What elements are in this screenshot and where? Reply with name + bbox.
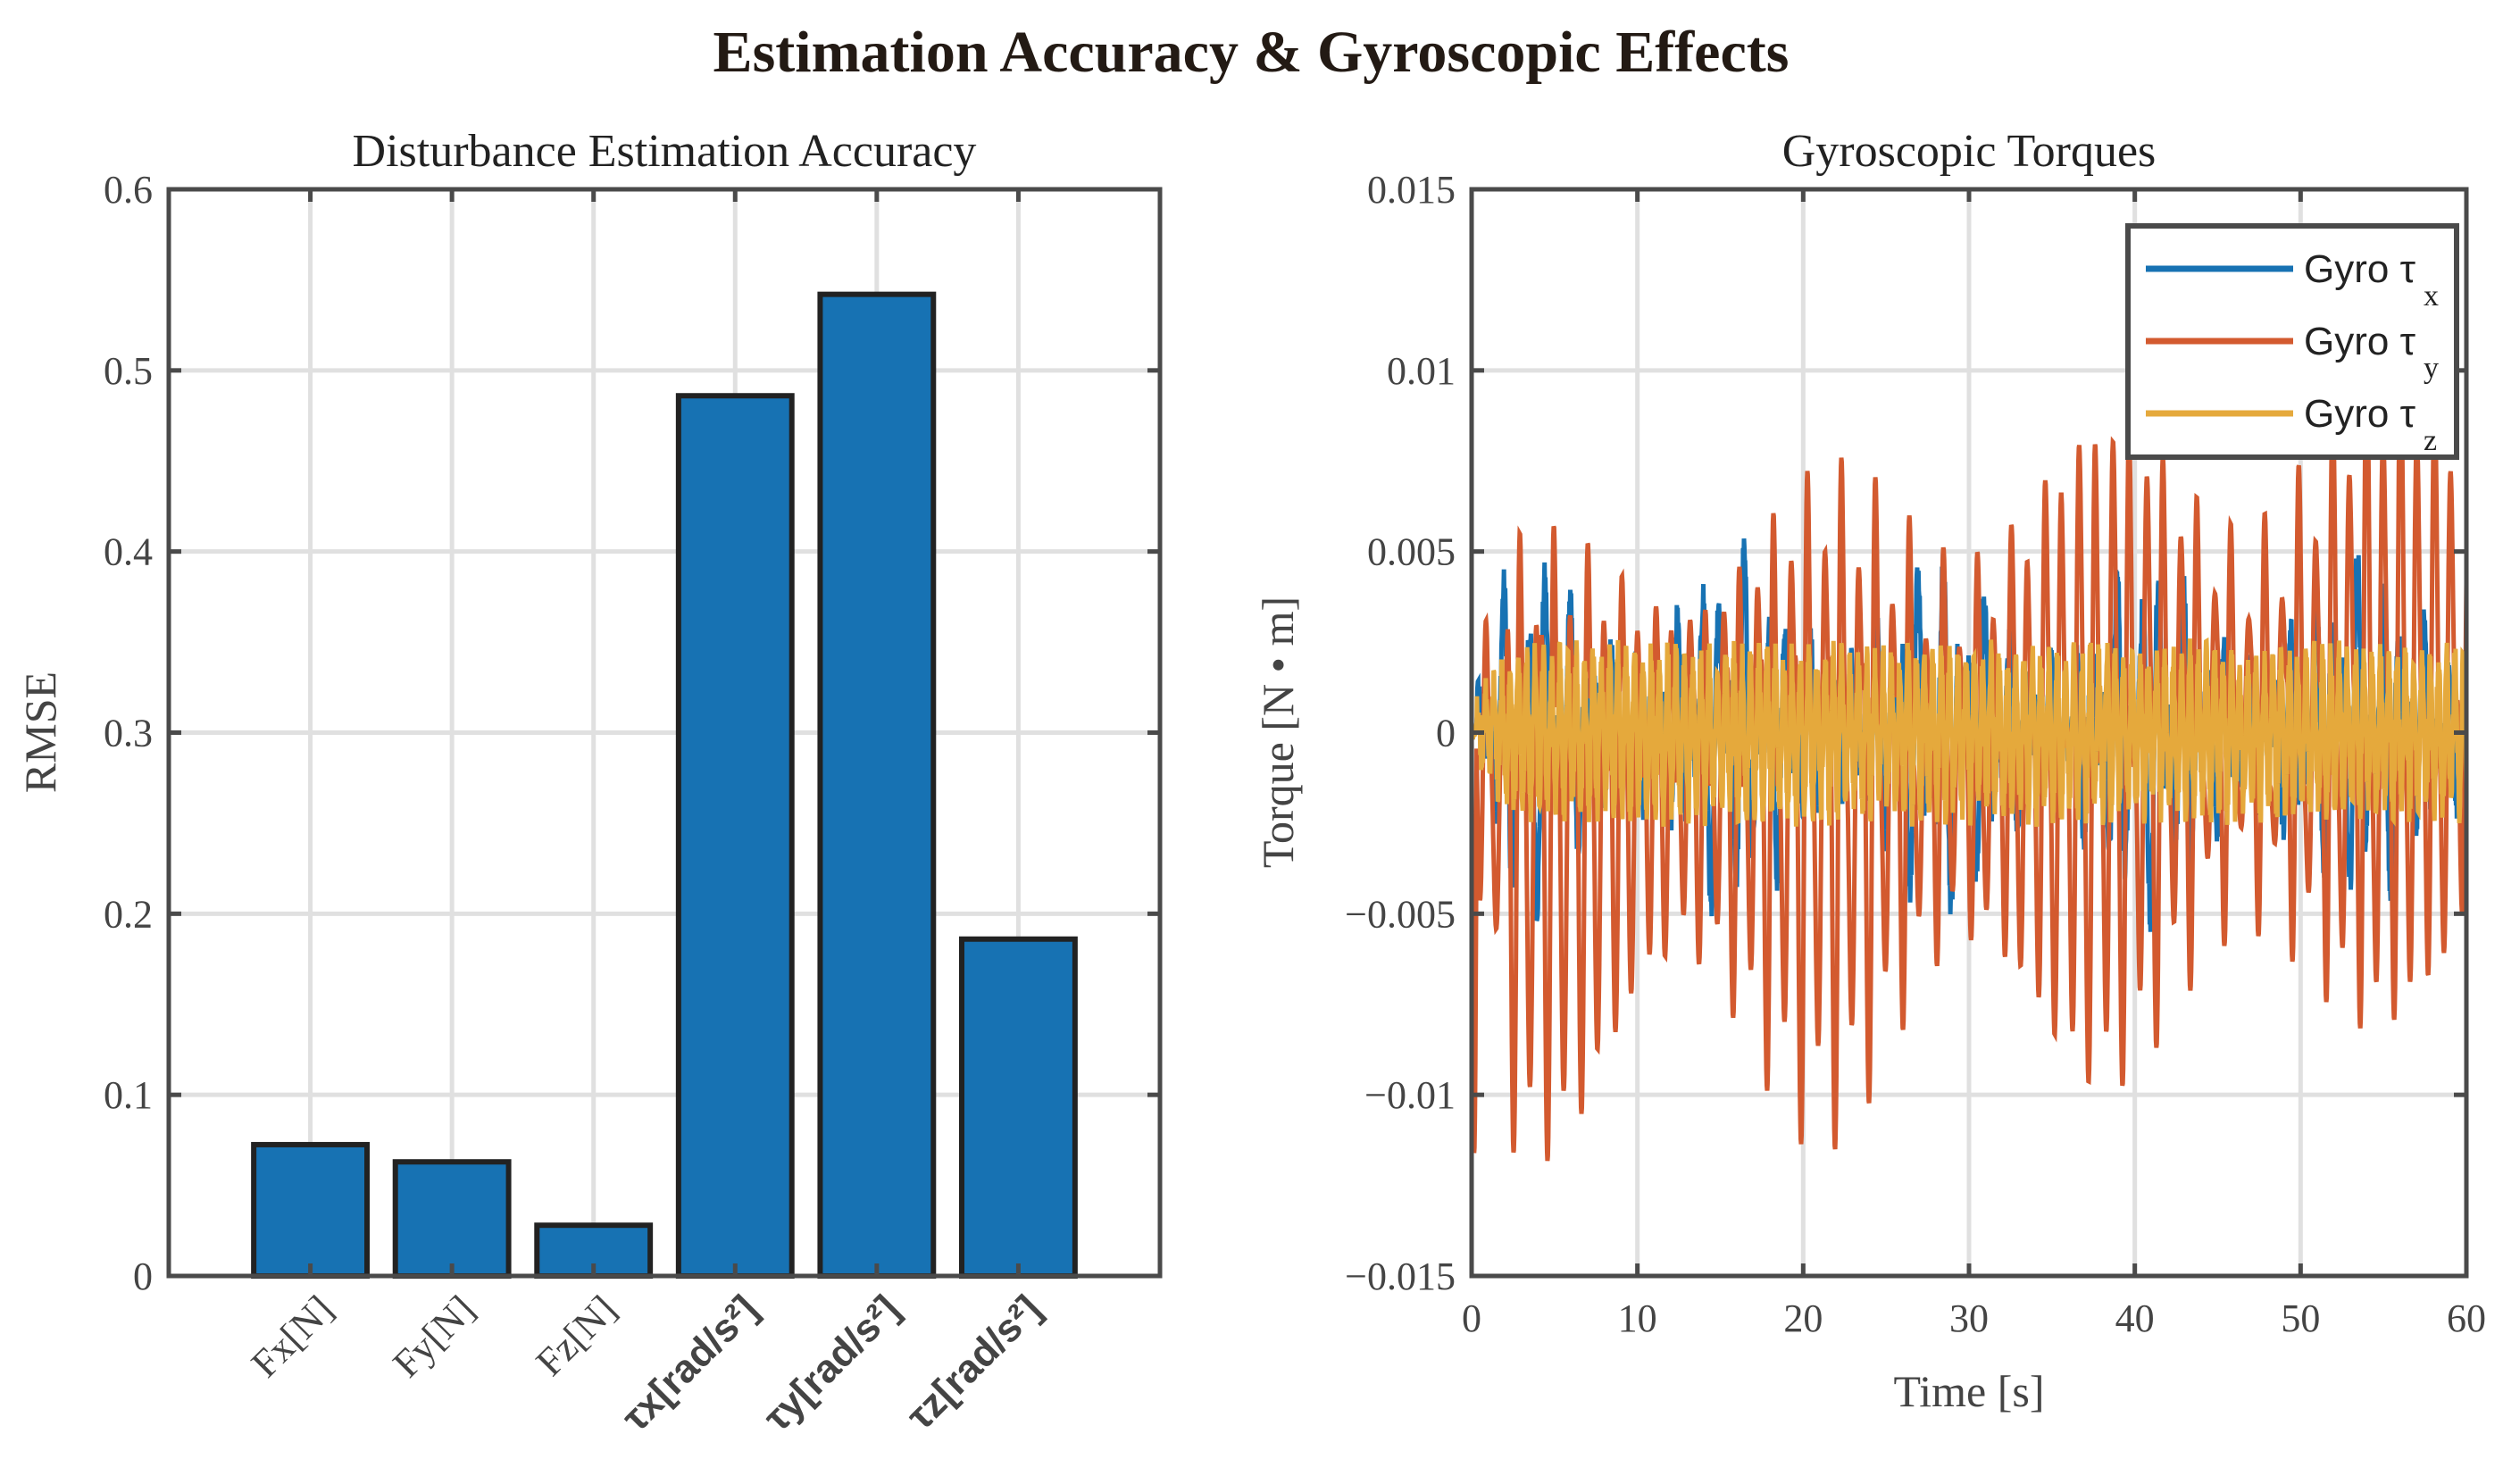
x-tick-label: 50 — [2281, 1296, 2320, 1340]
y-tick-label: −0.005 — [1345, 892, 1456, 936]
bar — [675, 393, 795, 1280]
series-line-z — [1472, 637, 2466, 827]
x-tick-label: 20 — [1783, 1296, 1823, 1340]
legend-subscript-y: y — [2424, 352, 2439, 385]
bar — [959, 936, 1078, 1279]
bar — [817, 291, 937, 1280]
series-line-y — [1472, 349, 2466, 1162]
line-chart-title: Gyroscopic Torques — [1782, 126, 2157, 177]
x-tick-label: 40 — [2115, 1296, 2155, 1340]
x-tick-label: 60 — [2447, 1296, 2486, 1340]
y-tick-label: 0.5 — [104, 349, 153, 393]
y-tick-label: 0.01 — [1387, 349, 1456, 393]
legend-label-z: Gyro τ — [2304, 392, 2416, 436]
y-tick-label: −0.015 — [1345, 1255, 1456, 1298]
x-tick-label: 30 — [1949, 1296, 1989, 1340]
x-tick-label: Fy[N] — [385, 1287, 484, 1386]
figure-title: Estimation Accuracy & Gyroscopic Effects — [713, 20, 1790, 85]
y-tick-label: 0.3 — [104, 712, 153, 755]
y-tick-label: −0.01 — [1364, 1073, 1456, 1117]
bar-chart-ylabel: RMSE — [15, 671, 65, 793]
x-tick-label: τx[rad/s²] — [613, 1287, 766, 1439]
bar — [251, 1141, 370, 1279]
bar — [392, 1159, 512, 1279]
legend-subscript-x: x — [2424, 279, 2439, 313]
y-tick-label: 0.005 — [1367, 530, 1456, 574]
y-tick-label: 0.4 — [104, 530, 153, 574]
line-chart-xlabel: Time [s] — [1893, 1366, 2044, 1416]
x-tick-label: τy[rad/s²] — [755, 1287, 908, 1439]
y-tick-label: 0 — [1436, 712, 1456, 755]
x-tick-label: 10 — [1618, 1296, 1657, 1340]
bar-chart-title: Disturbance Estimation Accuracy — [353, 126, 977, 177]
x-tick-label: τz[rad/s²] — [898, 1287, 1050, 1438]
y-tick-label: 0 — [133, 1255, 153, 1298]
x-tick-label: Fz[N] — [528, 1287, 625, 1384]
legend-subscript-z: z — [2424, 424, 2437, 457]
y-tick-label: 0.2 — [104, 892, 153, 936]
x-tick-label: 0 — [1462, 1296, 1481, 1340]
x-tick-label: Fx[N] — [243, 1287, 342, 1386]
legend-label-x: Gyro τ — [2304, 247, 2416, 291]
legend-label-y: Gyro τ — [2304, 320, 2416, 363]
y-tick-label: 0.015 — [1367, 168, 1456, 212]
line-chart: Gyroscopic Torques Torque [N • m] Time [… — [1253, 126, 2486, 1416]
y-tick-label: 0.6 — [104, 168, 153, 212]
bar-chart: Disturbance Estimation Accuracy RMSE 0 0.… — [15, 126, 1163, 1440]
line-chart-ylabel: Torque [N • m] — [1253, 596, 1303, 868]
y-tick-label: 0.1 — [104, 1073, 153, 1117]
